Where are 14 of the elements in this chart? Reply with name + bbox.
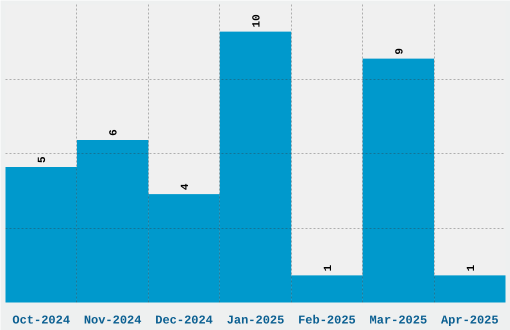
x-tick-label: Apr-2025 <box>440 314 499 328</box>
data-label: 6 <box>108 129 121 136</box>
data-label: 5 <box>37 156 50 163</box>
x-tick-label: Dec-2024 <box>155 314 213 328</box>
x-tick-label: Feb-2025 <box>298 314 356 328</box>
x-tick-label: Jan-2025 <box>226 314 284 328</box>
data-label: 4 <box>180 183 192 190</box>
data-label: 10 <box>252 14 264 28</box>
data-label: 1 <box>322 264 335 272</box>
x-tick-label: Nov-2024 <box>84 314 142 328</box>
x-tick-label: Mar-2025 <box>370 314 428 328</box>
data-label: 1 <box>466 264 478 272</box>
data-label: 9 <box>394 48 406 55</box>
x-tick-label: Oct-2024 <box>12 314 70 328</box>
